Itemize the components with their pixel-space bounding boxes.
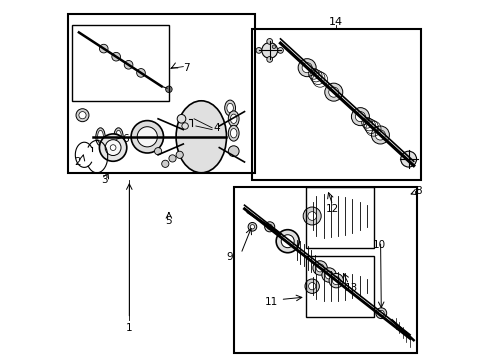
Ellipse shape [114,128,123,146]
Circle shape [303,207,321,225]
Ellipse shape [115,130,121,143]
Circle shape [328,274,343,288]
Ellipse shape [226,103,233,113]
Ellipse shape [132,128,141,146]
Circle shape [176,151,183,158]
Circle shape [321,268,336,282]
Text: 12: 12 [325,204,339,214]
Circle shape [272,45,275,49]
Circle shape [110,145,116,150]
Circle shape [131,121,163,153]
Circle shape [266,224,272,229]
Circle shape [328,87,338,97]
Circle shape [165,86,172,93]
Text: 9: 9 [226,252,233,262]
Ellipse shape [228,111,239,127]
Bar [233,187,416,353]
Circle shape [378,310,384,316]
Circle shape [261,42,277,58]
Circle shape [281,235,294,248]
Circle shape [256,48,261,53]
Bar [305,187,373,248]
Circle shape [375,130,385,140]
Circle shape [312,261,326,275]
Ellipse shape [230,114,237,123]
Circle shape [332,277,340,285]
Circle shape [302,63,311,73]
Circle shape [276,230,299,253]
Circle shape [324,83,342,101]
Text: 8: 8 [415,186,421,196]
Circle shape [266,57,272,62]
Text: 13: 13 [345,283,358,293]
Bar [72,25,168,101]
Text: 10: 10 [372,240,385,250]
Circle shape [182,123,188,129]
Circle shape [277,48,283,53]
Circle shape [105,140,121,156]
Circle shape [137,69,145,77]
Ellipse shape [224,100,235,116]
Text: 4: 4 [213,123,220,133]
Text: 7: 7 [183,63,189,73]
Text: 11: 11 [264,297,278,307]
Circle shape [355,112,365,122]
Circle shape [177,114,185,123]
Bar [68,14,255,173]
Ellipse shape [176,101,226,173]
Circle shape [316,264,324,272]
Circle shape [228,146,239,157]
Text: 14: 14 [328,17,343,27]
Text: 1: 1 [126,323,132,333]
Circle shape [266,39,272,44]
Text: 3: 3 [101,175,107,185]
Circle shape [264,222,274,232]
Circle shape [351,108,368,126]
Text: 2: 2 [74,157,80,167]
Text: 5: 5 [165,216,172,226]
Circle shape [307,212,316,220]
Bar [305,256,373,317]
Circle shape [76,109,89,122]
Circle shape [124,60,133,69]
Circle shape [137,127,157,147]
Circle shape [79,112,86,119]
Circle shape [247,222,256,231]
Circle shape [305,279,319,293]
Ellipse shape [133,130,139,143]
Circle shape [154,148,162,155]
Circle shape [168,155,176,162]
Ellipse shape [96,128,105,146]
Ellipse shape [228,125,239,141]
Circle shape [371,126,388,144]
Bar [251,29,420,180]
Circle shape [99,44,108,53]
Circle shape [162,160,168,167]
Circle shape [308,283,315,290]
Circle shape [375,308,386,319]
Ellipse shape [230,129,237,138]
Circle shape [298,59,316,77]
Circle shape [250,225,254,229]
Circle shape [112,53,120,61]
Circle shape [99,134,126,161]
Text: 6: 6 [122,134,128,144]
Ellipse shape [98,130,103,143]
Circle shape [325,271,332,279]
Circle shape [400,151,416,167]
